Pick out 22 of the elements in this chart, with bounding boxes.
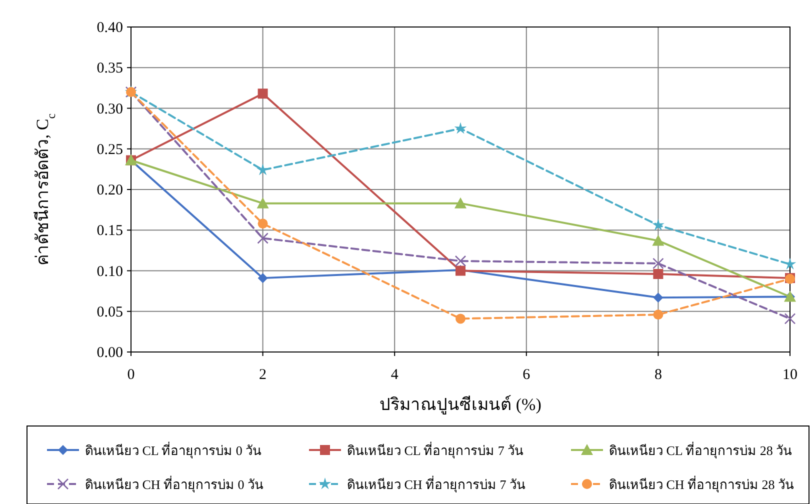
legend-label: ดินเหนียว CL ที่อายุการบ่ม 28 วัน [609, 442, 792, 459]
y-tick-label: 0.35 [96, 60, 123, 77]
legend-label: ดินเหนียว CH ที่อายุการบ่ม 28 วัน [609, 476, 794, 493]
legend-label: ดินเหนียว CL ที่อายุการบ่ม 7 วัน [347, 442, 524, 459]
y-tick-label: 0.40 [96, 20, 123, 36]
y-tick-label: 0.00 [96, 345, 123, 361]
y-tick-label: 0.20 [96, 182, 123, 198]
legend-label: ดินเหนียว CH ที่อายุการบ่ม 0 วัน [85, 476, 264, 493]
legend-label: ดินเหนียว CL ที่อายุการบ่ม 0 วัน [85, 442, 262, 459]
x-axis-title: ปริมาณปูนซีเมนต์ (%) [380, 395, 542, 415]
y-tick-label: 0.30 [96, 101, 123, 118]
y-tick-label: 0.05 [96, 304, 123, 320]
y-tick-label: 0.10 [96, 264, 123, 280]
x-tick-label: 2 [259, 367, 267, 383]
x-tick-label: 4 [390, 367, 399, 383]
y-tick-label: 0.25 [96, 142, 123, 158]
legend-label: ดินเหนียว CH ที่อายุการบ่ม 7 วัน [347, 476, 526, 493]
x-tick-label: 0 [127, 367, 135, 383]
x-tick-label: 8 [654, 367, 662, 383]
x-tick-label: 6 [522, 367, 531, 383]
y-tick-label: 0.15 [96, 223, 123, 240]
x-tick-label: 10 [782, 367, 798, 383]
